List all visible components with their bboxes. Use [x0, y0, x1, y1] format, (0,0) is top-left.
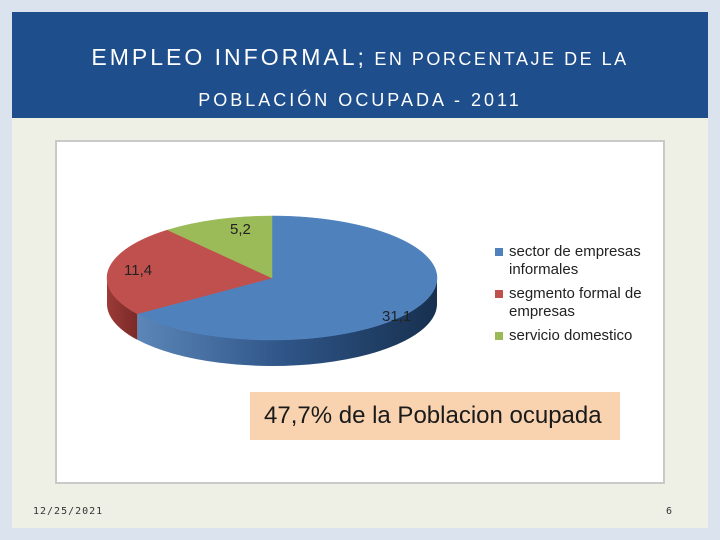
legend-swatch-red: [495, 290, 503, 298]
legend-item-segmento-formal: segmento formal de empresas: [495, 285, 655, 321]
slide-title-line1: EMPLEO INFORMAL; EN PORCENTAJE DE LA: [12, 44, 708, 71]
slide-title-line2: POBLACIÓN OCUPADA - 2011: [198, 90, 522, 110]
pie-slice-sector-informal-side: [137, 278, 437, 366]
pie-slice-servicio-domestico: [166, 215, 273, 279]
legend-swatch-blue: [495, 248, 503, 256]
callout-box: 47,7% de la Poblacion ocupada: [250, 392, 620, 440]
legend-label: segmento formal de empresas: [509, 285, 642, 320]
footer-date: 12/25/2021: [33, 506, 104, 517]
title-bar: EMPLEO INFORMAL; EN PORCENTAJE DE LA POB…: [12, 12, 708, 118]
legend-label: sector de empresas informales: [509, 243, 641, 278]
data-label-servicio-domestico: 5,2: [230, 221, 251, 238]
chart-legend: sector de empresas informales segmento f…: [495, 243, 655, 351]
pie-slice-sector-informal: [136, 215, 438, 341]
legend-swatch-green: [495, 332, 503, 340]
data-label-sector-informal: 31,1: [382, 308, 412, 325]
page-number: 6: [666, 506, 673, 517]
legend-item-sector-informal: sector de empresas informales: [495, 243, 655, 279]
pie-chart: [106, 215, 438, 366]
legend-label: servicio domestico: [509, 327, 633, 344]
title-rest: EN PORCENTAJE DE LA: [366, 49, 629, 69]
data-label-segmento-formal: 11,4: [124, 262, 153, 279]
title-main: EMPLEO INFORMAL;: [91, 44, 367, 70]
legend-item-servicio-domestico: servicio domestico: [495, 327, 655, 345]
pie-slice-segmento-formal-side: [107, 278, 138, 340]
pie-slice-segmento-formal: [106, 229, 273, 315]
